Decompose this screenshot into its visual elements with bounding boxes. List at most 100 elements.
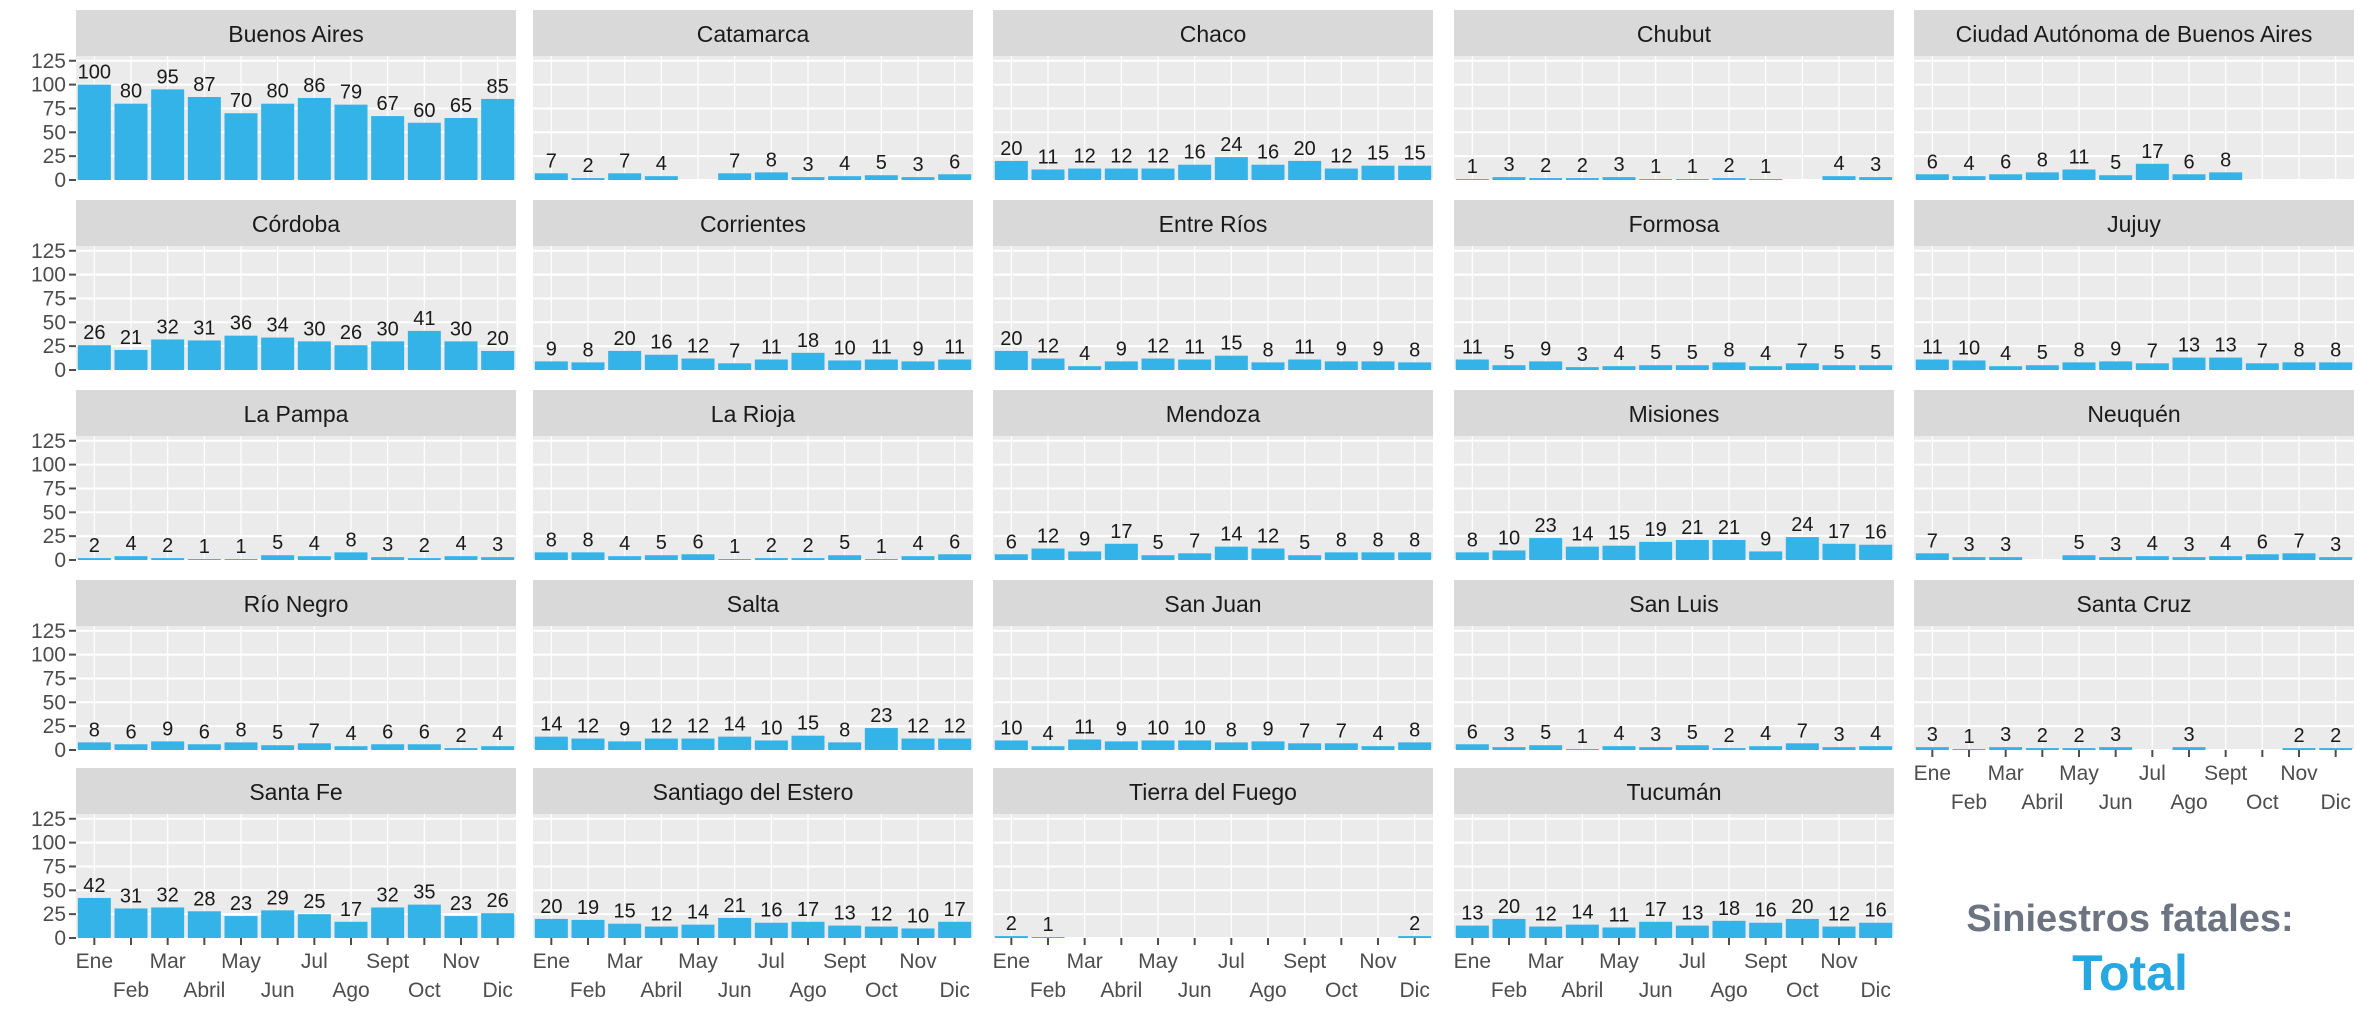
x-tick-label: Abril bbox=[2021, 791, 2063, 814]
y-tick-label: 100 bbox=[31, 264, 66, 287]
y-tick-label: 100 bbox=[31, 74, 66, 97]
data-label: 21 bbox=[120, 327, 142, 349]
y-tick-label: 50 bbox=[43, 879, 66, 902]
data-label: 10 bbox=[760, 717, 782, 739]
x-tick-label: Sept bbox=[1283, 950, 1326, 973]
data-label: 6 bbox=[949, 531, 960, 553]
facet-title: Formosa bbox=[1629, 211, 1720, 237]
data-label: 4 bbox=[345, 723, 356, 745]
bar bbox=[864, 175, 898, 180]
data-label: 1 bbox=[1467, 156, 1478, 178]
bar bbox=[1104, 361, 1138, 370]
x-tick-label: Ene bbox=[1454, 950, 1491, 973]
data-label: 7 bbox=[1797, 720, 1808, 742]
data-label: 8 bbox=[1409, 529, 1420, 551]
data-label: 12 bbox=[687, 716, 709, 738]
data-label: 35 bbox=[413, 882, 435, 904]
data-label: 21 bbox=[1681, 517, 1703, 539]
x-tick-label: Feb bbox=[1951, 791, 1987, 814]
bar bbox=[187, 97, 221, 180]
data-label: 1 bbox=[1577, 726, 1588, 748]
y-tick-label: 0 bbox=[54, 739, 66, 762]
bar bbox=[2025, 365, 2059, 370]
bar bbox=[297, 97, 331, 180]
data-label: 8 bbox=[1409, 719, 1420, 741]
x-tick-label: Oct bbox=[408, 979, 441, 1002]
bar bbox=[1178, 553, 1212, 560]
data-label: 12 bbox=[1037, 336, 1059, 358]
bar bbox=[2319, 557, 2353, 560]
bar bbox=[938, 921, 972, 938]
data-label: 7 bbox=[1336, 720, 1347, 742]
facet-panel bbox=[1914, 436, 2354, 560]
data-label: 3 bbox=[1503, 154, 1514, 176]
data-label: 1 bbox=[235, 536, 246, 558]
bar bbox=[1141, 555, 1175, 560]
x-tick-label: May bbox=[221, 950, 261, 973]
facet-panel bbox=[533, 246, 973, 370]
bar bbox=[1529, 745, 1563, 750]
x-tick-label: Jun bbox=[1178, 979, 1212, 1002]
bar bbox=[1361, 361, 1395, 370]
bar bbox=[151, 89, 185, 180]
data-label: 11 bbox=[1074, 717, 1095, 739]
bar bbox=[1602, 177, 1636, 180]
bar bbox=[1324, 552, 1358, 560]
data-label: 13 bbox=[1681, 903, 1703, 925]
data-label: 4 bbox=[839, 153, 850, 175]
bar bbox=[828, 742, 862, 750]
bar bbox=[1749, 922, 1783, 938]
data-label: 3 bbox=[2110, 724, 2121, 746]
x-tick-label: Dic bbox=[939, 979, 969, 1002]
data-label: 4 bbox=[125, 533, 136, 555]
bar bbox=[1749, 746, 1783, 750]
y-tick-label: 25 bbox=[43, 335, 66, 358]
facet-panel bbox=[533, 56, 973, 180]
bar bbox=[334, 552, 368, 560]
data-label: 20 bbox=[614, 328, 636, 350]
bar bbox=[1214, 157, 1248, 180]
facet-title: La Pampa bbox=[244, 401, 349, 427]
data-label: 7 bbox=[546, 150, 557, 172]
bar bbox=[571, 178, 605, 180]
bar bbox=[114, 349, 148, 370]
bar bbox=[334, 746, 368, 750]
data-label: 2 bbox=[1723, 725, 1734, 747]
bar bbox=[371, 116, 405, 180]
data-label: 9 bbox=[1372, 338, 1383, 360]
bar bbox=[901, 928, 935, 938]
y-tick-label: 125 bbox=[31, 620, 66, 643]
bar bbox=[1822, 543, 1856, 560]
bar bbox=[151, 558, 185, 560]
bar bbox=[444, 556, 478, 560]
data-label: 20 bbox=[1000, 328, 1022, 350]
bar bbox=[1288, 359, 1322, 370]
facet-strip bbox=[76, 10, 516, 56]
y-tick-label: 25 bbox=[43, 715, 66, 738]
bar bbox=[1068, 551, 1102, 560]
bar bbox=[187, 559, 221, 560]
bar bbox=[1952, 360, 1986, 370]
data-label: 8 bbox=[582, 529, 593, 551]
bar bbox=[1749, 366, 1783, 370]
data-label: 12 bbox=[1037, 526, 1059, 548]
data-label: 3 bbox=[1833, 724, 1844, 746]
bar bbox=[1822, 926, 1856, 938]
data-label: 24 bbox=[1220, 134, 1242, 156]
data-label: 18 bbox=[797, 330, 819, 352]
y-tick-label: 100 bbox=[31, 644, 66, 667]
x-tick-label: May bbox=[1138, 950, 1178, 973]
y-tick-label: 0 bbox=[54, 927, 66, 950]
bar bbox=[608, 923, 642, 938]
data-label: 42 bbox=[83, 875, 105, 897]
bar bbox=[2172, 557, 2206, 560]
facet-panel bbox=[993, 246, 1433, 370]
data-label: 4 bbox=[619, 533, 630, 555]
data-label: 23 bbox=[450, 893, 472, 915]
data-label: 9 bbox=[1262, 718, 1273, 740]
bar bbox=[681, 738, 715, 750]
data-label: 15 bbox=[1367, 143, 1389, 165]
data-label: 2 bbox=[1006, 913, 1017, 935]
facet-strip bbox=[1454, 10, 1894, 56]
data-label: 2 bbox=[2073, 725, 2084, 747]
